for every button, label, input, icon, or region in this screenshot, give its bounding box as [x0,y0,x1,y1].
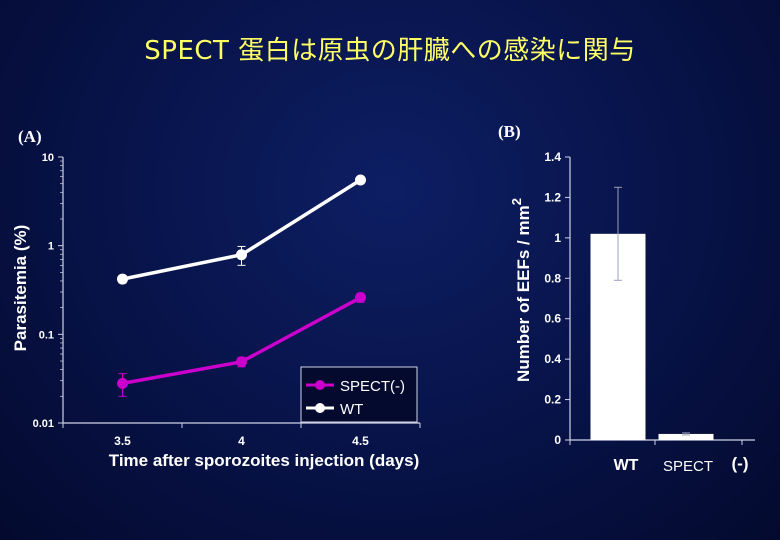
data-point-spect [117,377,128,389]
y-tick-label-b: 1.4 [544,150,561,164]
data-point-wt [117,273,128,285]
legend-marker-spect [315,380,325,390]
y-tick-label-b: 0.6 [544,312,561,326]
legend-marker-wt [315,403,325,413]
y-tick-label-b: 0 [554,433,561,447]
y-tick-label-a: 1 [48,241,54,253]
y-tick-label-b: 0.8 [544,271,561,285]
legend-label-spect: SPECT(-) [340,378,405,395]
y-tick-label-a: 0.1 [39,329,54,341]
y-tick-label-a: 0.01 [33,418,54,430]
category-suffix-label: (-) [732,454,749,473]
data-point-wt [236,249,247,261]
data-point-spect [355,292,366,304]
panel-b-label: (B) [498,122,521,141]
category-label-wt: WT [614,457,639,474]
x-tick-label-a: 4.5 [352,434,369,448]
y-axis-title-b: Number of EEFs / mm2 [509,198,533,382]
y-tick-label-b: 0.2 [544,393,561,407]
x-tick-label-a: 4 [238,434,245,448]
data-point-spect [236,356,247,368]
y-tick-label-b: 0.4 [544,352,561,366]
category-label-spect: SPECT [663,458,713,475]
y-axis-title-a: Parasitemia (%) [11,225,30,352]
legend-a: SPECT(-) WT [300,366,418,423]
y-tick-label-b: 1.2 [544,190,561,204]
y-axis-title-b-superscript: 2 [509,198,524,205]
y-tick-label-a: 10 [42,152,54,164]
legend-label-wt: WT [340,401,363,418]
chart-a-parasitemia: 0.01 0.1 1 10 3.5 4 4.5 Time after sporozoites … [11,152,421,470]
bar-spect [658,433,714,440]
data-point-wt [355,174,366,186]
chart-b-eef-count: 0 0.2 0.4 0.6 0.8 1 1.2 1.4 WT SPECT (-) Number of … [509,150,755,475]
y-axis-title-b-text: Number of EEFs / mm [514,205,533,382]
y-tick-label-b: 1 [554,231,561,245]
slide-title: SPECT 蛋白は原虫の肝臓への感染に関与 [144,36,636,66]
x-tick-label-a: 3.5 [114,434,131,448]
x-axis-title-a: Time after sporozoites injection (days) [109,451,419,470]
panel-a-label: (A) [18,127,42,146]
